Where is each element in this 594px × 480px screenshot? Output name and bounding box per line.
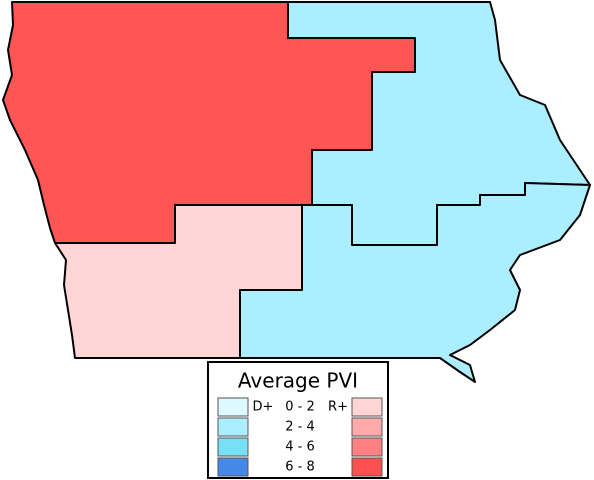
legend-swatch (351, 457, 383, 477)
legend-title: Average PVI (238, 369, 358, 393)
legend: Average PVI D+ R+ 0 - 2 2 - 4 4 - 6 6 - 8 (207, 361, 389, 479)
legend-swatch (217, 417, 249, 437)
legend-swatch (217, 397, 249, 417)
district (239, 182, 591, 383)
legend-prefix: D+ (253, 400, 274, 415)
legend-prefix: R+ (328, 400, 348, 415)
legend-range: 6 - 8 (285, 460, 315, 475)
legend-swatch (217, 437, 249, 457)
legend-swatch (351, 417, 383, 437)
legend-range: 2 - 4 (285, 420, 315, 435)
legend-swatch (351, 437, 383, 457)
legend-swatch (351, 397, 383, 417)
legend-range: 4 - 6 (285, 440, 315, 455)
legend-range: 0 - 2 (285, 400, 315, 415)
legend-swatch (217, 457, 249, 477)
